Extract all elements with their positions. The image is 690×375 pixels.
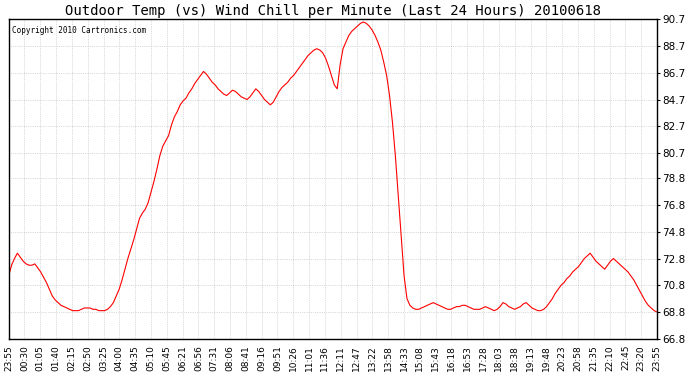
Text: Copyright 2010 Cartronics.com: Copyright 2010 Cartronics.com bbox=[12, 26, 146, 35]
Title: Outdoor Temp (vs) Wind Chill per Minute (Last 24 Hours) 20100618: Outdoor Temp (vs) Wind Chill per Minute … bbox=[65, 4, 601, 18]
